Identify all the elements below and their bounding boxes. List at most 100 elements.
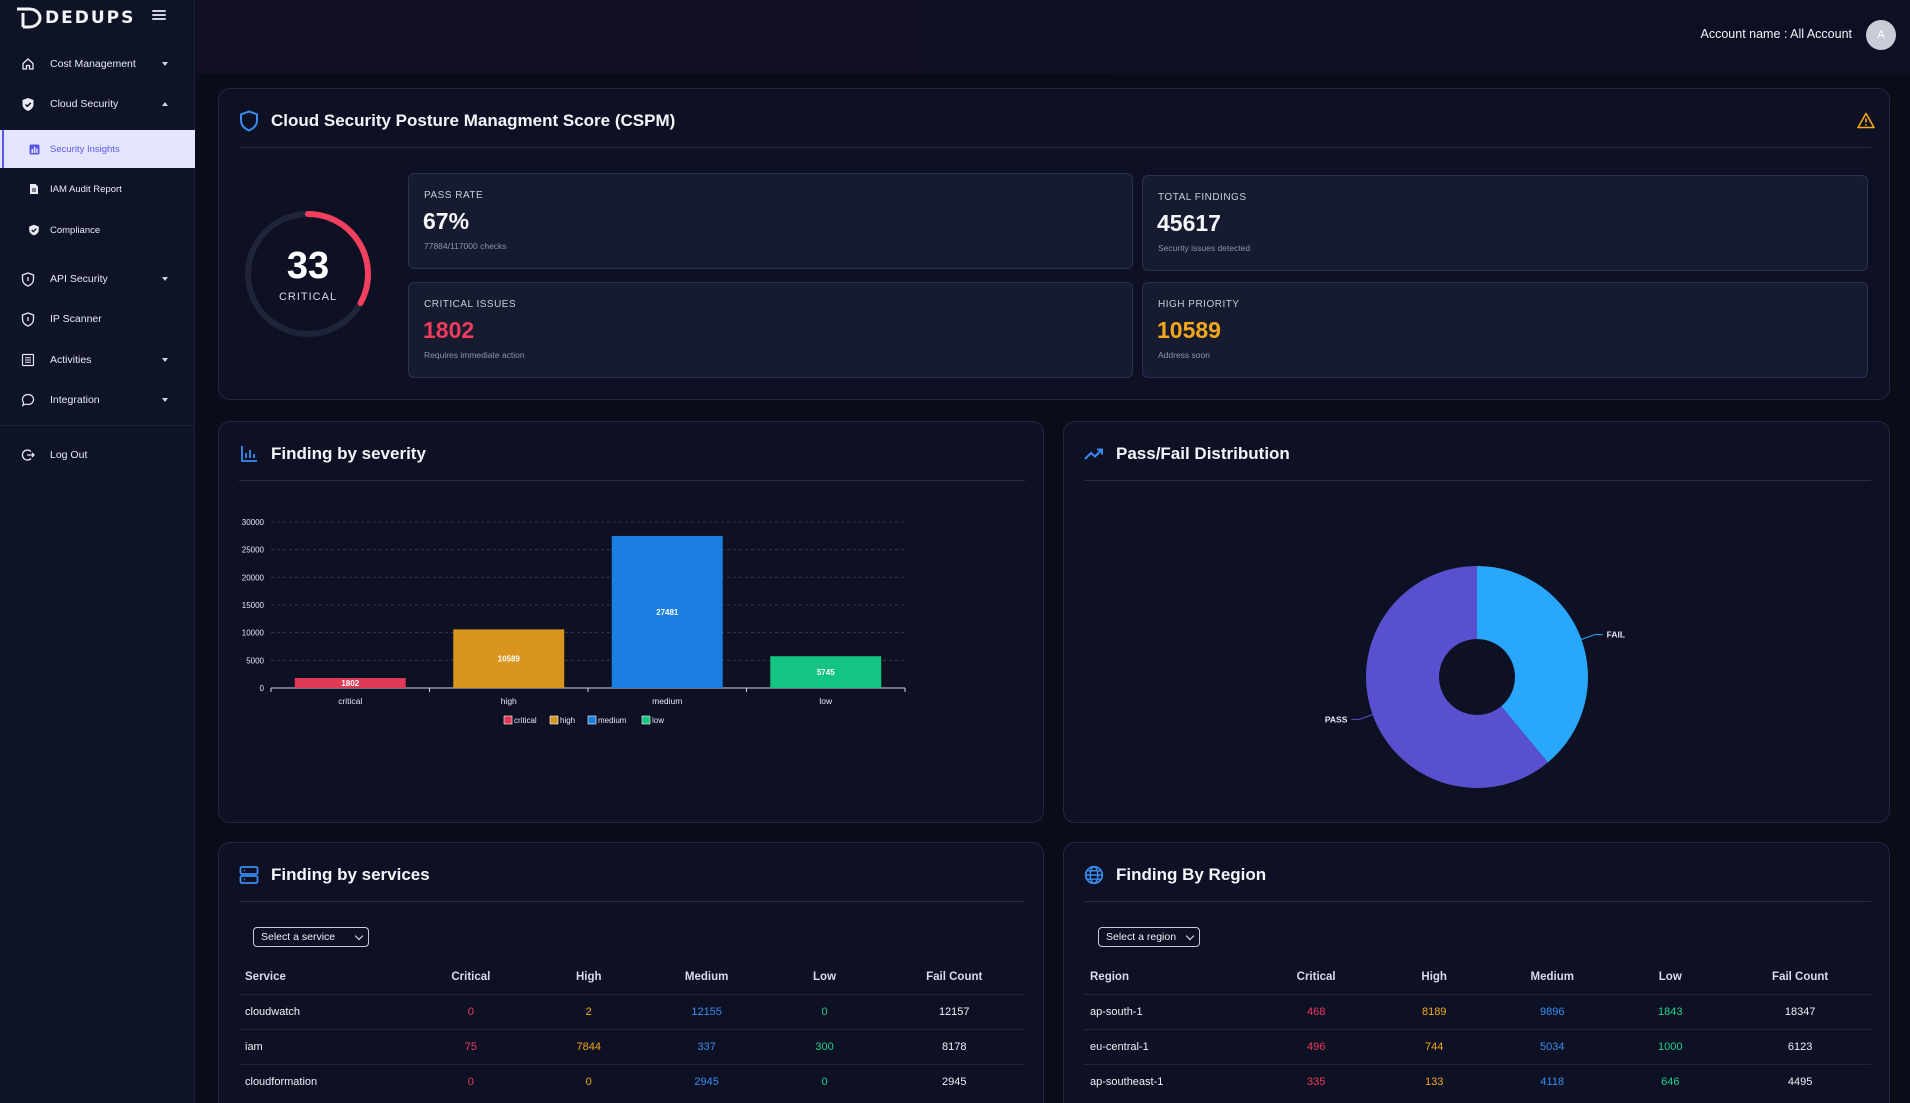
services-panel-header: Finding by services — [239, 865, 430, 885]
table-row[interactable]: iam 75 7844 337 300 8178 — [239, 1028, 1025, 1064]
table-row[interactable]: cloudformation 0 0 2945 0 2945 — [239, 1063, 1025, 1099]
bar-value-label: 1802 — [341, 679, 359, 688]
bar-high[interactable] — [453, 629, 565, 688]
sidebar-item-activities[interactable]: Activities — [0, 340, 195, 380]
legend-swatch — [641, 715, 651, 725]
stat-card-total-findings: TOTAL FINDINGS 45617 Security issues det… — [1142, 175, 1868, 271]
stat-card-high-priority: HIGH PRIORITY 10589 Address soon — [1142, 282, 1868, 378]
avatar[interactable]: A — [1866, 20, 1896, 50]
x-tick-label: critical — [338, 696, 362, 706]
hamburger-line — [152, 14, 166, 16]
bar-critical[interactable] — [294, 678, 406, 688]
cspm-panel: Cloud Security Posture Managment Score (… — [218, 88, 1890, 400]
sidebar-item-ip-scanner[interactable]: IP Scanner — [0, 299, 195, 339]
badge-check-icon — [28, 224, 40, 236]
sidebar-item-label: Security Insights — [50, 143, 120, 155]
legend-swatch — [549, 715, 559, 725]
bar-low[interactable] — [770, 656, 882, 688]
chevron-down-icon — [162, 398, 168, 402]
cell-low: 300 — [765, 1028, 884, 1064]
stat-value: 67% — [423, 208, 470, 234]
chevron-down-icon — [162, 62, 168, 66]
sidebar-item-security-insights[interactable]: Security Insights — [0, 130, 195, 168]
warning-icon[interactable] — [1857, 112, 1875, 130]
y-tick-label: 5000 — [246, 656, 264, 665]
y-tick-label: 30000 — [242, 518, 265, 527]
service-select-value: Select a service — [261, 931, 336, 943]
legend-item-critical[interactable]: critical — [503, 715, 537, 725]
logo-icon — [14, 5, 44, 31]
slice-label: PASS — [1325, 714, 1348, 724]
cell-fail-count: 2945 — [883, 1063, 1025, 1099]
regions-panel: Finding By Region Select a region Region… — [1063, 842, 1890, 1103]
shield-icon — [20, 271, 36, 287]
panel-title: Pass/Fail Distribution — [1116, 444, 1290, 463]
x-tick-label: high — [501, 696, 517, 706]
slice-pass[interactable] — [1366, 566, 1548, 788]
slice-fail[interactable] — [1477, 566, 1588, 763]
menu-toggle-button[interactable] — [150, 8, 168, 24]
bar-medium[interactable] — [611, 535, 723, 688]
cell-high: 7844 — [529, 1028, 648, 1064]
sidebar-item-label: Cloud Security — [50, 98, 119, 110]
table-row[interactable]: eu-central-1 496 744 5034 1000 6123 — [1084, 1028, 1871, 1064]
security-score-gauge: 33 CRITICAL — [243, 209, 373, 339]
column-header-fail-count: Fail Count — [1772, 970, 1829, 983]
sidebar-item-log-out[interactable]: Log Out — [0, 435, 195, 475]
panel-title: Finding By Region — [1116, 865, 1267, 884]
legend-item-medium[interactable]: medium — [587, 715, 627, 725]
column-header-low: Low — [813, 970, 837, 983]
table-row[interactable]: ap-south-1 468 8189 9896 1843 18347 — [1084, 993, 1871, 1029]
account-name[interactable]: Account name : All Account — [1700, 27, 1852, 41]
server-icon — [239, 865, 259, 885]
sidebar-item-cost-management[interactable]: Cost Management — [0, 44, 195, 84]
sidebar-item-api-security[interactable]: API Security — [0, 259, 195, 299]
cell-service: cloudwatch — [239, 993, 412, 1029]
cell-fail-count: 4495 — [1729, 1063, 1871, 1099]
severity-chart-panel: Finding by severity 0 5000 10000 15000 20000… — [218, 421, 1044, 823]
pass-fail-donut-chart: FAIL PASS — [1325, 566, 1625, 788]
stat-value: 10589 — [1157, 317, 1221, 343]
chevron-up-icon — [162, 102, 168, 106]
stat-label: TOTAL FINDINGS — [1158, 192, 1247, 203]
sidebar-item-cloud-security[interactable]: Cloud Security — [0, 84, 195, 124]
y-tick-label: 0 — [260, 684, 265, 693]
legend-item-low[interactable]: low — [641, 715, 664, 725]
stat-value: 45617 — [1157, 210, 1221, 236]
service-select[interactable]: Select a service — [253, 927, 369, 947]
chevron-down-icon — [1185, 931, 1195, 941]
sidebar-item-label: Log Out — [50, 449, 88, 461]
regions-table: Region Critical High Medium Low Fail Count ap… — [1084, 960, 1871, 1099]
y-tick-label: 15000 — [242, 601, 265, 610]
sidebar-item-compliance[interactable]: Compliance — [0, 211, 195, 249]
services-table: Service Critical High Medium Low Fail Count c… — [239, 960, 1025, 1099]
cell-low: 1843 — [1611, 993, 1730, 1029]
cell-low: 1000 — [1611, 1028, 1730, 1064]
stat-subtext: Address soon — [1158, 350, 1210, 360]
column-header-low: Low — [1658, 970, 1682, 983]
y-tick-label: 10000 — [242, 629, 265, 638]
trending-up-icon — [1084, 444, 1104, 464]
table-row[interactable]: cloudwatch 0 2 12155 0 12157 — [239, 993, 1025, 1029]
brand-logo[interactable]: DEDUPS — [14, 4, 135, 32]
sidebar-item-iam-audit-report[interactable]: IAM Audit Report — [0, 170, 195, 208]
cell-service: iam — [239, 1028, 412, 1064]
globe-icon — [1084, 865, 1104, 885]
table-row[interactable]: ap-southeast-1 335 133 4118 646 4495 — [1084, 1063, 1871, 1099]
cell-medium: 337 — [647, 1028, 766, 1064]
chevron-down-icon — [162, 277, 168, 281]
legend-item-high[interactable]: high — [549, 715, 575, 725]
cell-medium: 2945 — [647, 1063, 766, 1099]
cell-high: 133 — [1375, 1063, 1494, 1099]
region-select[interactable]: Select a region — [1098, 927, 1200, 947]
slice-leader-line — [1351, 714, 1373, 720]
cell-critical: 468 — [1257, 993, 1376, 1029]
sidebar-item-integration[interactable]: Integration — [0, 380, 195, 420]
severity-bar-chart: 0 5000 10000 15000 20000 25000 30000 1802 critic… — [242, 518, 906, 725]
column-header-fail-count: Fail Count — [926, 970, 983, 983]
stat-label: HIGH PRIORITY — [1158, 299, 1240, 310]
shield-icon — [239, 110, 259, 132]
stat-label: CRITICAL ISSUES — [424, 299, 517, 310]
y-tick-label: 20000 — [242, 573, 265, 582]
sidebar-item-label: Activities — [50, 354, 92, 366]
